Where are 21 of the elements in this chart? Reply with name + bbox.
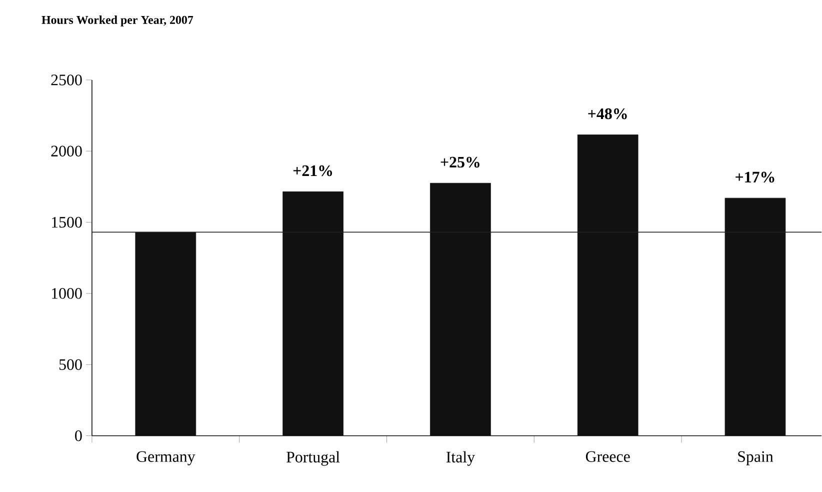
bar bbox=[724, 198, 786, 436]
x-tick-label: Greece bbox=[586, 451, 630, 462]
bar bbox=[282, 192, 344, 436]
y-tick-label: 1000 bbox=[52, 288, 82, 299]
annotation: +25% bbox=[440, 156, 480, 168]
chart-title: Hours Worked per Year, 2007 bbox=[42, 16, 194, 27]
x-tick-label: Spain bbox=[738, 451, 774, 466]
x-tick-label: Italy bbox=[446, 451, 475, 466]
y-tick-label: 2500 bbox=[51, 74, 82, 86]
bar bbox=[135, 232, 196, 436]
y-tick-label: 0 bbox=[75, 430, 82, 442]
y-tick-label: 2000 bbox=[51, 146, 82, 157]
y-tick-label: 500 bbox=[59, 359, 82, 370]
bar bbox=[430, 183, 491, 436]
y-tick-label: 1500 bbox=[52, 217, 82, 228]
annotation: +17% bbox=[736, 172, 774, 183]
bar bbox=[577, 134, 638, 436]
x-tick-label: Germany bbox=[136, 451, 196, 466]
annotation: +21% bbox=[293, 165, 332, 176]
annotation: +48% bbox=[588, 108, 627, 120]
x-tick-label: Portugal bbox=[286, 451, 340, 466]
